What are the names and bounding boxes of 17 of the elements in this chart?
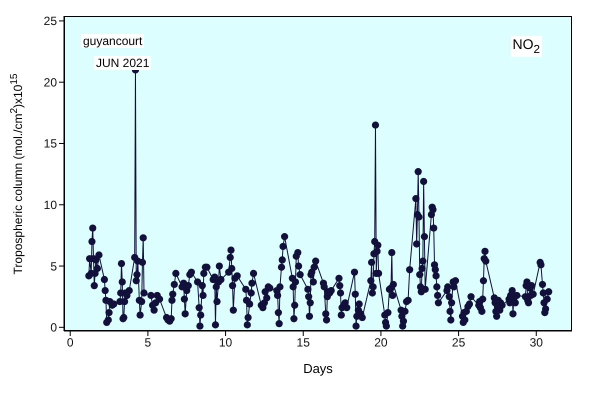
annotation: guyancourt — [81, 34, 144, 48]
y-tick-label: 10 — [44, 198, 58, 212]
annotation: JUN 2021 — [94, 56, 152, 70]
x-tick-label: 30 — [530, 336, 544, 350]
x-tick-label: 25 — [452, 336, 466, 350]
x-tick-label: 5 — [144, 336, 152, 350]
x-axis-title: Days — [302, 361, 334, 376]
x-tick-label: 0 — [66, 336, 74, 350]
y-tick-label: 5 — [50, 259, 58, 274]
x-tick-label: 10 — [218, 336, 233, 350]
y-tick-label: 25 — [44, 14, 58, 28]
x-tick-label: 15 — [296, 336, 310, 350]
x-tick-label: 20 — [374, 336, 388, 350]
annotation: NO$_{2}$ — [510, 36, 542, 57]
y-tick-label: 20 — [44, 75, 58, 90]
y-tick-label: 0 — [50, 320, 58, 335]
y-tick-label: 15 — [44, 136, 58, 151]
